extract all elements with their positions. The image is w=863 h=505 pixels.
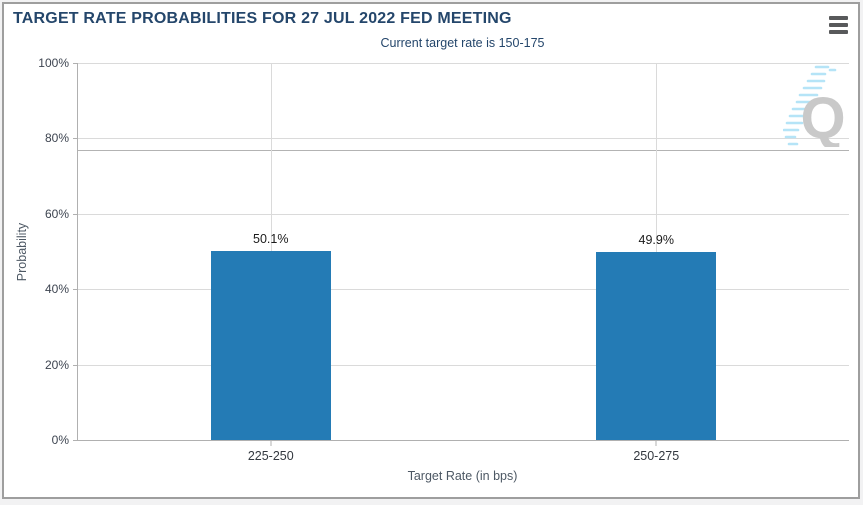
plot-area: 0% 20% 40% 60% 80% 100% 50.1% 225-250 49.9% 250-2… bbox=[38, 56, 849, 463]
hamburger-icon bbox=[828, 23, 848, 27]
y-gridline bbox=[78, 213, 849, 215]
y-axis-tick-label: 20% bbox=[44, 357, 69, 372]
x-axis-category-label: 225-250 bbox=[247, 449, 294, 463]
x-axis-tick bbox=[655, 440, 657, 446]
x-axis-tick bbox=[270, 440, 272, 446]
bar-value-label: 49.9% bbox=[638, 232, 674, 247]
y-axis-tick-label: 40% bbox=[44, 282, 69, 297]
y-axis-tick bbox=[73, 138, 78, 140]
y-gridline bbox=[78, 138, 849, 140]
y-axis-tick bbox=[73, 63, 78, 64]
hamburger-icon bbox=[828, 30, 848, 34]
y-axis-tick bbox=[73, 289, 78, 291]
reference-line bbox=[78, 149, 849, 151]
x-axis-title: Target Rate (in bps) bbox=[407, 469, 518, 483]
y-axis-title: Probability bbox=[15, 222, 29, 281]
y-gridline bbox=[78, 364, 849, 366]
chart-title: TARGET RATE PROBABILITIES FOR 27 JUL 202… bbox=[13, 10, 512, 27]
y-axis-tick bbox=[73, 364, 78, 366]
chart-subtitle: Current target rate is 150-175 bbox=[380, 36, 545, 50]
watermark-letter: Q bbox=[800, 86, 845, 147]
probability-bar[interactable] bbox=[210, 251, 331, 440]
chart-panel: TARGET RATE PROBABILITIES FOR 27 JUL 202… bbox=[2, 2, 860, 499]
chart-menu-button[interactable] bbox=[826, 16, 850, 36]
hamburger-icon bbox=[828, 16, 848, 20]
y-axis-tick-label: 100% bbox=[38, 56, 69, 70]
y-axis-tick-label: 80% bbox=[44, 131, 69, 146]
y-gridline bbox=[78, 63, 849, 64]
quandl-watermark-icon: Q bbox=[783, 65, 846, 147]
y-axis-tick bbox=[73, 213, 78, 215]
y-axis-title-wrap: Probability bbox=[12, 63, 32, 440]
bar-value-label: 50.1% bbox=[253, 232, 289, 247]
y-axis-tick bbox=[73, 440, 78, 441]
x-gridline bbox=[656, 63, 658, 440]
y-axis-tick-label: 0% bbox=[51, 433, 69, 447]
probability-bar[interactable] bbox=[596, 251, 717, 440]
x-axis-category-label: 250-275 bbox=[633, 449, 680, 463]
y-gridline bbox=[78, 289, 849, 291]
y-axis-tick-label: 60% bbox=[44, 206, 69, 221]
